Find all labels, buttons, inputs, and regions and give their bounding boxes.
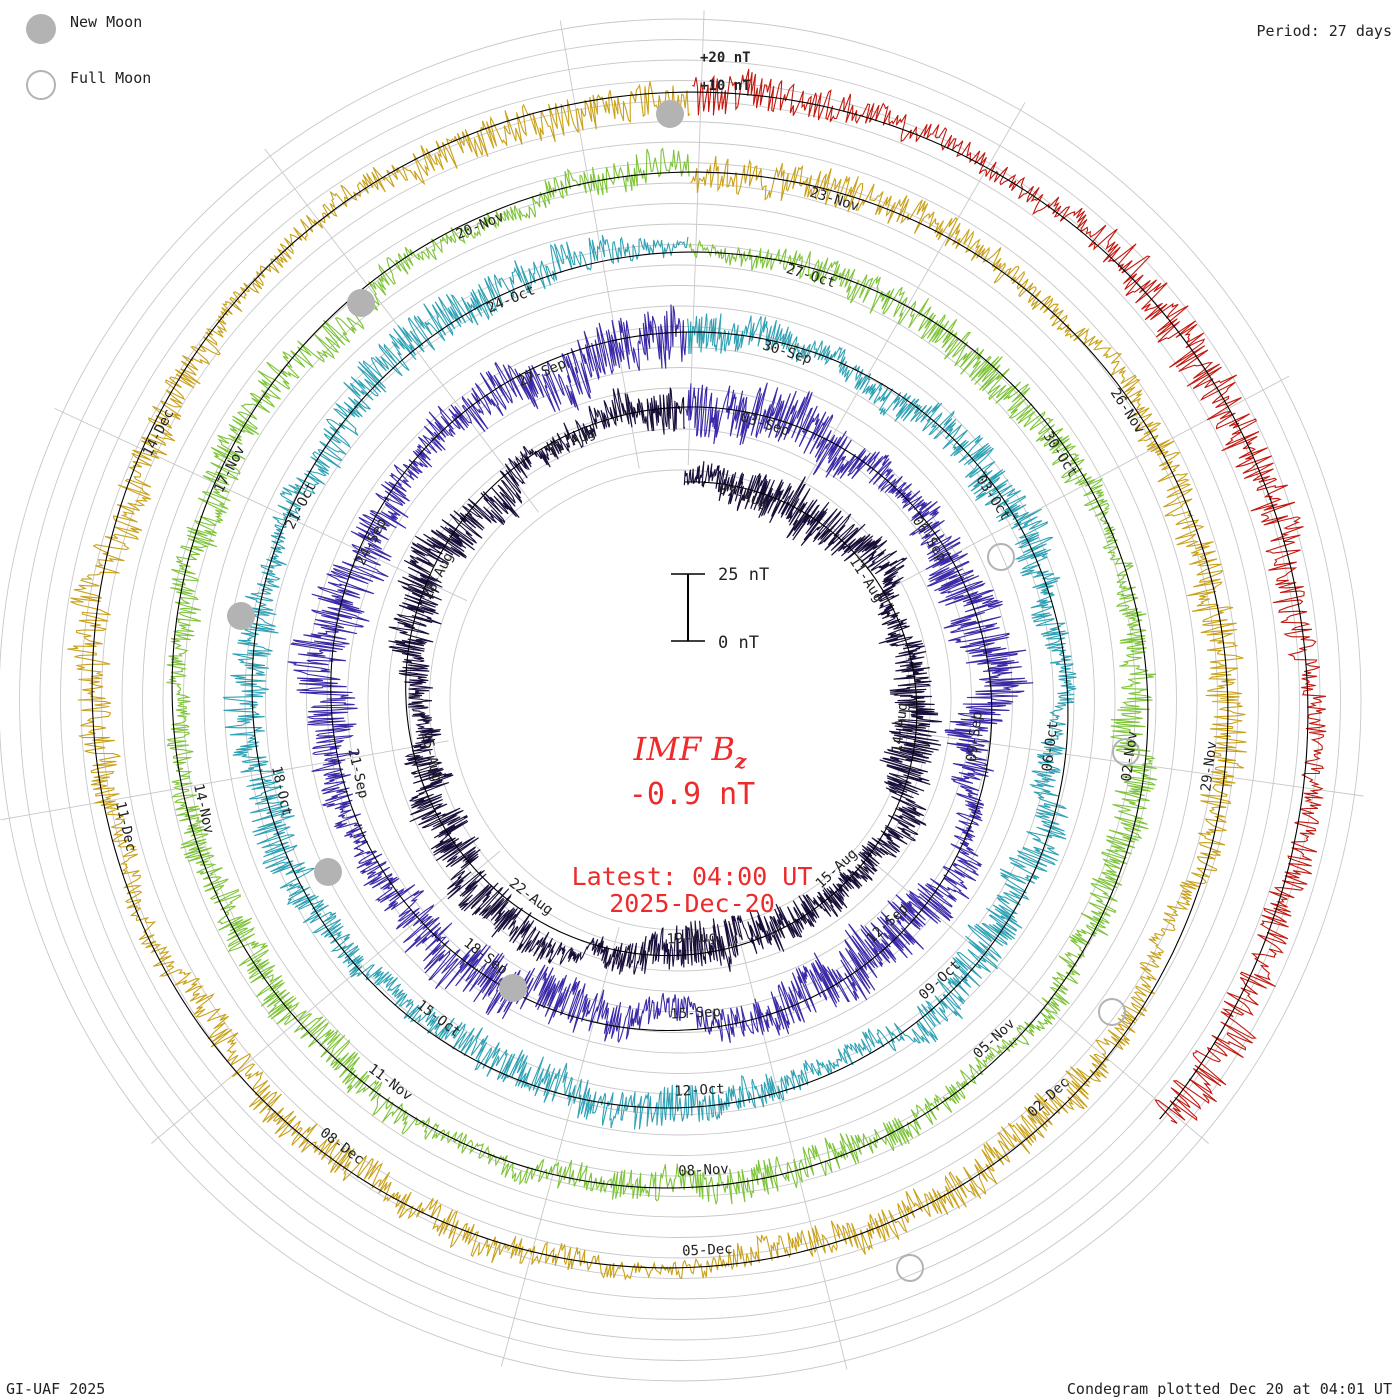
- full-moon-marker: [987, 543, 1015, 571]
- date-label: 19-Aug: [666, 929, 717, 948]
- center-value: -0.9 nT: [629, 777, 755, 812]
- baseline-ring-3: [251, 251, 1069, 1109]
- grid-circle: [285, 305, 1075, 1095]
- trace-ring-6: [692, 68, 1327, 1124]
- date-label: 14-Aug: [889, 702, 911, 754]
- scale-bar-top-label: 25 nT: [718, 565, 769, 585]
- date-label: 29-Nov: [1198, 740, 1220, 792]
- date-label: 24-Oct: [485, 282, 538, 316]
- new-moon-marker: [347, 289, 375, 317]
- full-moon-marker: [896, 1254, 924, 1282]
- grid-spoke: [151, 850, 501, 1144]
- baseline-ring-2: [330, 331, 993, 1032]
- full-moon-marker: [1112, 738, 1140, 766]
- grid-circle: [60, 80, 1300, 1320]
- grid-spoke: [797, 102, 1026, 497]
- date-label: 05-Nov: [970, 1016, 1018, 1062]
- trace-ring-2: [287, 304, 1034, 1044]
- date-label: 02-Nov: [1119, 730, 1141, 782]
- zero-baselines: [91, 91, 1309, 1269]
- date-label: 15-Sep: [670, 1004, 721, 1023]
- ring-scale-20: +20 nT: [700, 50, 751, 66]
- grid-spoke: [54, 407, 468, 602]
- grid-circle: [347, 367, 1013, 1033]
- grid-spoke: [0, 740, 449, 821]
- legend-new-moon: New Moon: [26, 13, 143, 44]
- footer-plot-time: Condegram plotted Dec 20 at 04:01 UT: [1066, 1380, 1392, 1398]
- date-label: 05-Dec: [682, 1241, 733, 1260]
- grid-circle: [19, 39, 1341, 1361]
- date-label: 14-Dec: [140, 407, 177, 459]
- date-label: 18-Oct: [268, 765, 295, 818]
- baseline-ring-6: [692, 91, 1309, 1120]
- grid-circle: [326, 346, 1034, 1054]
- new-moon-icon: [26, 14, 56, 44]
- new-moon-marker: [314, 858, 342, 886]
- ring-scale-10: +10 nT: [700, 78, 751, 94]
- date-label: 07-Aug: [716, 481, 769, 511]
- date-label: 15-Aug: [813, 846, 861, 892]
- date-label: 26-Nov: [1107, 386, 1148, 437]
- date-label: 06-Oct: [1039, 720, 1061, 772]
- date-label: 08-Nov: [678, 1161, 729, 1180]
- date-label: 11-Dec: [112, 800, 139, 853]
- date-label: 27-Oct: [784, 261, 837, 291]
- grid-spoke: [912, 732, 1364, 797]
- data-traces: [67, 68, 1327, 1281]
- grid-circle: [183, 203, 1177, 1197]
- grid-circle: [121, 141, 1239, 1259]
- trace-ring-5: [67, 81, 1247, 1281]
- grid-circle: [244, 264, 1116, 1136]
- baseline-ring-1: [405, 406, 918, 957]
- full-moon-label: Full Moon: [70, 69, 152, 87]
- baseline-ring-4: [171, 171, 1149, 1189]
- date-label: 09-Sep: [964, 711, 986, 763]
- grid-circle: [80, 100, 1280, 1300]
- latest-date: 2025-Dec-20: [609, 889, 775, 918]
- grid-circle: [224, 244, 1136, 1156]
- grid-circle: [0, 18, 1362, 1382]
- trace-ring-1: [388, 387, 942, 975]
- trace-ring-3: [222, 234, 1077, 1130]
- full-moon-marker: [1098, 998, 1126, 1026]
- date-label: 11-Aug: [846, 554, 887, 605]
- scale-bar-bottom-label: 0 nT: [718, 633, 759, 653]
- footer-credit: GI-UAF 2025: [6, 1380, 106, 1398]
- grid-circle: [162, 182, 1198, 1218]
- new-moon-label: New Moon: [70, 13, 143, 31]
- grid-circle: [203, 223, 1157, 1177]
- trace-ring-4: [166, 147, 1158, 1205]
- legend-full-moon: Full Moon: [26, 69, 152, 100]
- latest-time: Latest: 04:00 UT: [572, 862, 813, 891]
- full-moon-icon: [26, 70, 56, 100]
- new-moon-marker: [499, 974, 527, 1002]
- grid-circle: [306, 326, 1054, 1074]
- grid-circle: [265, 285, 1095, 1115]
- center-title: IMF Bz: [633, 730, 747, 773]
- grid-circle: [408, 428, 952, 972]
- date-label: 12-Oct: [674, 1081, 725, 1100]
- grid-spoke: [887, 375, 1290, 591]
- period-label: Period: 27 days: [1256, 22, 1392, 40]
- new-moon-marker: [656, 100, 684, 128]
- moon-markers: [227, 100, 1140, 1282]
- grid-spoke: [500, 926, 620, 1367]
- new-moon-marker: [227, 602, 255, 630]
- baseline-ring-5: [91, 91, 1229, 1269]
